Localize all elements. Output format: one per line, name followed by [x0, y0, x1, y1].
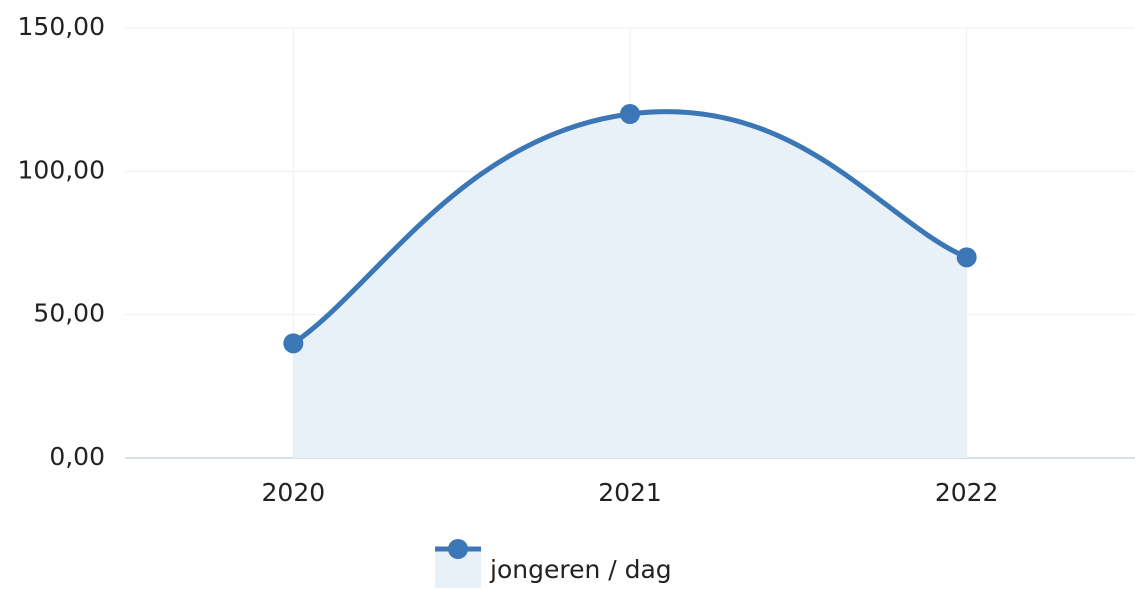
y-tick-label: 150,00	[18, 12, 105, 41]
x-tick-label: 2022	[935, 478, 999, 507]
x-tick-label: 2020	[262, 478, 326, 507]
point	[956, 247, 977, 268]
area	[293, 111, 967, 459]
y-tick-label: 0,00	[49, 442, 105, 471]
point	[620, 104, 640, 124]
y-tick-label: 50,00	[33, 299, 105, 328]
y-tick-label: 100,00	[18, 155, 105, 184]
point	[283, 333, 304, 354]
legend-label: jongeren / dag	[489, 555, 672, 584]
x-tick-label: 2021	[598, 478, 662, 507]
legend-swatch-point	[448, 539, 468, 559]
